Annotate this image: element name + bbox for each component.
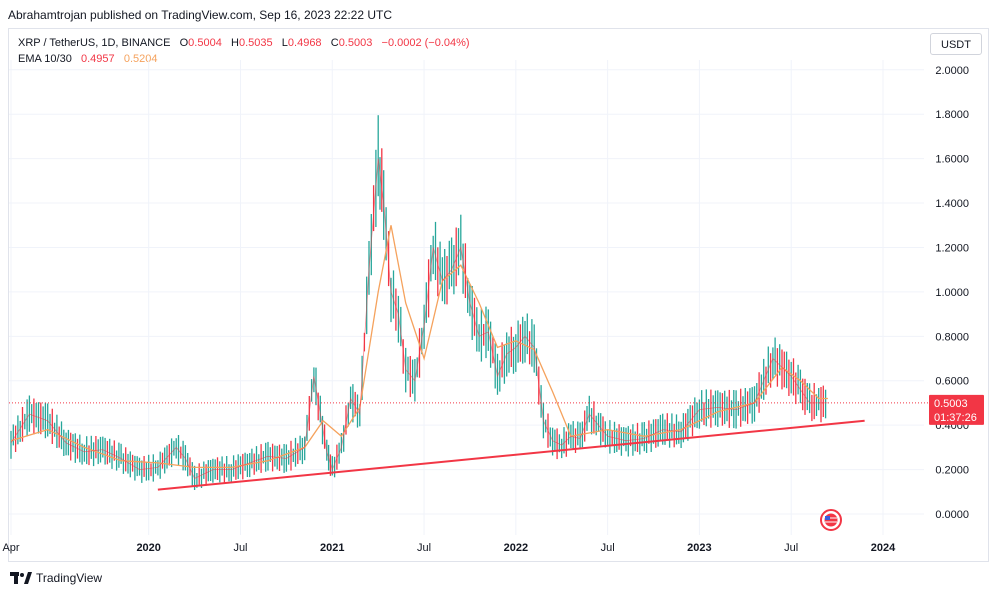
currency-button[interactable]: USDT bbox=[930, 33, 982, 55]
low-label: L bbox=[281, 37, 288, 49]
low-value: 0.4968 bbox=[287, 37, 322, 49]
footer-brand: TradingView bbox=[36, 571, 103, 585]
open-value: 0.5004 bbox=[188, 37, 222, 49]
ema-label[interactable]: EMA 10/30 bbox=[18, 53, 72, 65]
high-value: 0.5035 bbox=[238, 37, 273, 49]
tradingview-logo-icon bbox=[10, 572, 32, 584]
symbol-label[interactable]: XRP / TetherUS, 1D, BINANCE bbox=[18, 37, 171, 49]
ema-row: EMA 10/30 0.4957 0.5204 bbox=[18, 51, 470, 67]
publish-caption: Abrahamtrojan published on TradingView.c… bbox=[8, 8, 393, 22]
close-label: C bbox=[330, 37, 339, 49]
ohlc-legend: XRP / TetherUS, 1D, BINANCE O0.5004 H0.5… bbox=[18, 35, 470, 67]
ohlc-row: XRP / TetherUS, 1D, BINANCE O0.5004 H0.5… bbox=[18, 35, 470, 51]
ema-slow-value: 0.5204 bbox=[123, 53, 158, 65]
ema-fast-value: 0.4957 bbox=[81, 53, 115, 65]
open-label: O bbox=[179, 37, 189, 49]
change-value: −0.0002 (−0.04%) bbox=[381, 37, 470, 49]
close-value: 0.5003 bbox=[338, 37, 373, 49]
high-label: H bbox=[231, 37, 239, 49]
chart-frame[interactable] bbox=[8, 28, 989, 562]
footer: TradingView bbox=[10, 571, 102, 585]
